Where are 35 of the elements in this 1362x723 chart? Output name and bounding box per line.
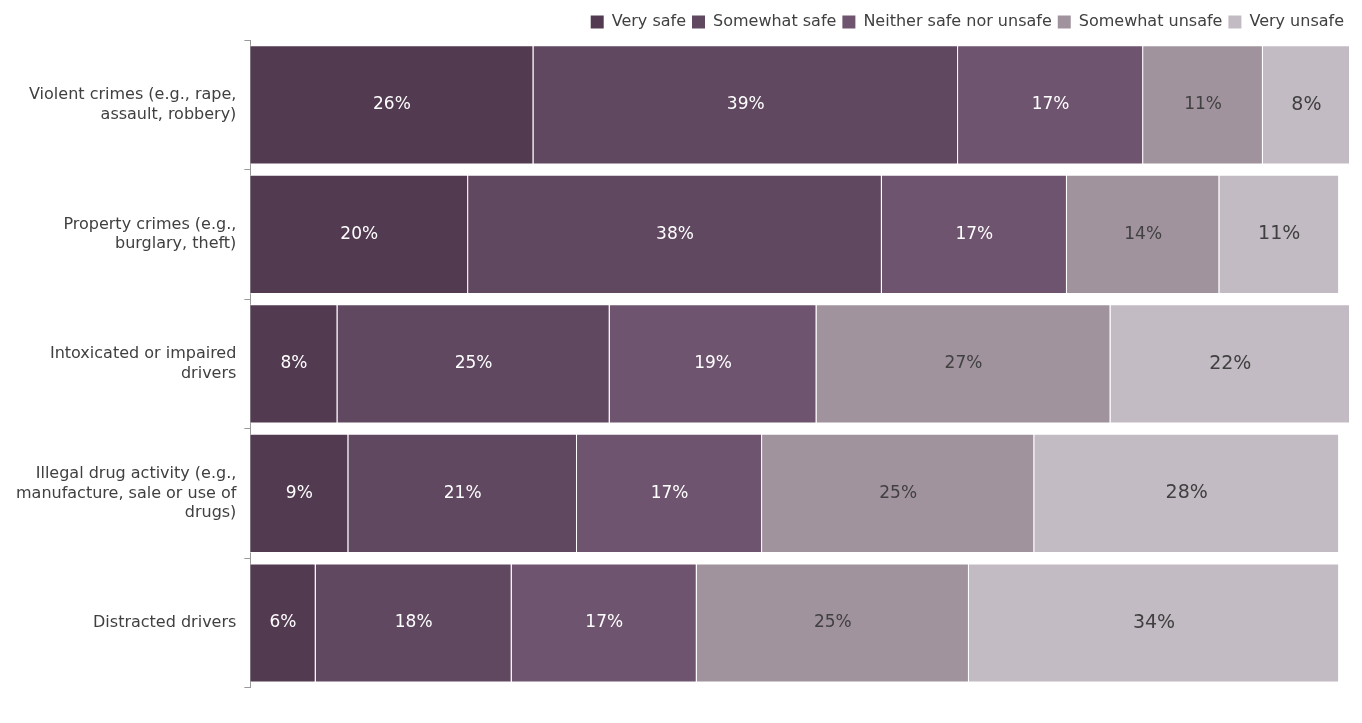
data-label: 28% (1165, 480, 1208, 503)
data-label: 34% (1132, 609, 1176, 632)
data-label: 25% (454, 352, 493, 373)
data-label: 9% (285, 481, 313, 502)
data-label: 17% (1031, 93, 1070, 114)
data-label: 27% (944, 352, 983, 373)
y-tick-label: Violent crimes (e.g., rape, assault, robbery) (29, 84, 237, 123)
data-label: 18% (394, 611, 433, 632)
data-label: 11% (1184, 93, 1222, 114)
data-label: 26% (373, 93, 411, 114)
data-label: 25% (879, 481, 918, 502)
data-label: 39% (726, 93, 765, 114)
data-label: 8% (1291, 91, 1322, 114)
data-label: 38% (656, 222, 694, 243)
y-tick-label: Property crimes (e.g., burglary, theft) (63, 213, 237, 253)
data-label: 17% (955, 222, 994, 243)
data-label: 17% (650, 481, 689, 502)
data-label: 14% (1124, 222, 1163, 243)
data-label: 8% (280, 352, 308, 373)
legend-label: Somewhat unsafe (1078, 11, 1223, 31)
data-label: 25% (813, 611, 852, 632)
data-label: 22% (1209, 350, 1252, 373)
y-tick-label: Illegal drug activity (e.g., manufacture, sale or use of drugs) (16, 463, 237, 521)
data-label: 21% (443, 481, 482, 502)
data-label: 17% (585, 611, 624, 632)
data-label: 11% (1258, 221, 1301, 244)
data-label: 20% (340, 222, 379, 243)
data-label: 6% (269, 611, 297, 632)
data-label: 19% (694, 352, 732, 373)
legend-label: Very unsafe (1249, 11, 1344, 31)
legend-label: Very safe (611, 11, 686, 31)
legend-label: Neither safe nor unsafe (863, 11, 1052, 31)
y-tick-label: Intoxicated or impaired drivers (49, 343, 237, 382)
y-tick-label: Distracted drivers (93, 612, 237, 632)
legend-label: Somewhat safe (713, 11, 837, 31)
